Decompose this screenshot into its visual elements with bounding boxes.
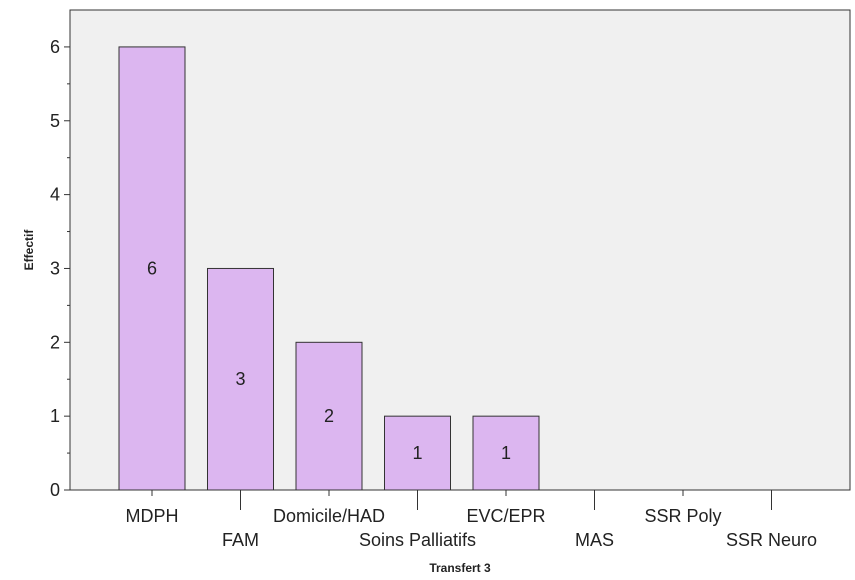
x-tick-label-3: Soins Palliatifs — [359, 530, 476, 550]
data-label-0: 6 — [147, 258, 157, 278]
x-tick-label-0: MDPH — [126, 506, 179, 526]
x-tick-label-1: FAM — [222, 530, 259, 550]
x-tick-label-5: MAS — [575, 530, 614, 550]
bar-0 — [118, 46, 186, 491]
bar-2 — [295, 341, 363, 491]
y-tick-label-0: 0 — [50, 480, 60, 500]
y-tick-label-1: 1 — [50, 406, 60, 426]
y-tick-label-4: 4 — [50, 185, 60, 205]
data-label-4: 1 — [501, 443, 511, 463]
data-label-1: 3 — [235, 369, 245, 389]
y-axis-title: Effectif — [22, 229, 36, 271]
y-tick-label-5: 5 — [50, 111, 60, 131]
y-axis: 0 1 2 3 4 5 6 — [50, 37, 70, 500]
y-tick-label-3: 3 — [50, 258, 60, 278]
data-label-3: 1 — [412, 443, 422, 463]
x-axis: MDPH FAM Domicile/HAD Soins Palliatifs EVC/E… — [126, 490, 817, 550]
bar-3 — [384, 415, 451, 491]
x-tick-label-7: SSR Neuro — [726, 530, 817, 550]
y-tick-label-2: 2 — [50, 332, 60, 352]
bar-4 — [472, 415, 540, 491]
bars: 6 3 2 1 1 — [118, 46, 540, 491]
y-tick-label-6: 6 — [50, 37, 60, 57]
x-tick-label-6: SSR Poly — [644, 506, 721, 526]
x-tick-label-4: EVC/EPR — [466, 506, 545, 526]
data-label-2: 2 — [324, 406, 334, 426]
x-tick-label-2: Domicile/HAD — [273, 506, 385, 526]
x-axis-title: Transfert 3 — [429, 561, 491, 575]
plot-area — [69, 9, 851, 491]
